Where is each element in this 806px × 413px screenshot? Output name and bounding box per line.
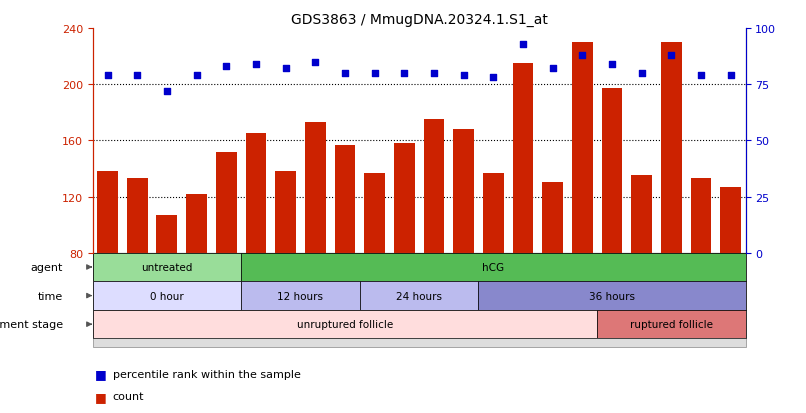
Point	[309, 59, 322, 66]
Bar	[359, 282, 479, 310]
Bar	[98, 172, 118, 253]
Text: unruptured follicle: unruptured follicle	[297, 319, 393, 330]
Text: 24 hours: 24 hours	[396, 291, 442, 301]
Title: GDS3863 / MmugDNA.20324.1.S1_at: GDS3863 / MmugDNA.20324.1.S1_at	[291, 12, 547, 26]
Bar	[364, 173, 385, 253]
Point	[695, 73, 708, 79]
Point	[101, 73, 114, 79]
Bar	[275, 172, 296, 253]
Point	[665, 52, 678, 59]
Text: development stage: development stage	[0, 319, 63, 330]
Bar	[246, 134, 266, 253]
Bar	[241, 282, 359, 310]
Point	[725, 73, 737, 79]
Bar	[93, 253, 746, 347]
Bar	[186, 194, 207, 253]
Text: ruptured follicle: ruptured follicle	[629, 319, 713, 330]
Bar	[156, 215, 177, 253]
Point	[546, 66, 559, 73]
Bar	[305, 123, 326, 253]
Bar	[479, 282, 746, 310]
Text: untreated: untreated	[141, 262, 193, 272]
Point	[427, 71, 440, 77]
Bar	[572, 43, 592, 253]
Text: time: time	[38, 291, 63, 301]
Text: agent: agent	[31, 262, 63, 272]
Text: 0 hour: 0 hour	[150, 291, 184, 301]
Bar	[631, 176, 652, 253]
Point	[220, 64, 233, 70]
Point	[487, 75, 500, 81]
Point	[605, 62, 618, 68]
Bar	[691, 179, 712, 253]
Point	[339, 71, 351, 77]
Point	[635, 71, 648, 77]
Text: 12 hours: 12 hours	[277, 291, 323, 301]
Text: ■: ■	[95, 390, 107, 403]
Bar	[394, 144, 414, 253]
Point	[576, 52, 589, 59]
Text: ■: ■	[95, 367, 107, 380]
Bar	[424, 120, 444, 253]
Point	[457, 73, 470, 79]
Bar	[93, 282, 241, 310]
Point	[250, 62, 263, 68]
Bar	[597, 310, 746, 339]
Bar	[513, 64, 534, 253]
Bar	[721, 187, 741, 253]
Point	[160, 88, 173, 95]
Point	[190, 73, 203, 79]
Point	[279, 66, 292, 73]
Text: count: count	[113, 392, 144, 401]
Bar	[542, 183, 563, 253]
Point	[398, 71, 411, 77]
Bar	[601, 89, 622, 253]
Bar	[453, 130, 474, 253]
Text: 36 hours: 36 hours	[589, 291, 635, 301]
Point	[368, 71, 381, 77]
Bar	[483, 173, 504, 253]
Bar	[93, 253, 241, 282]
Point	[517, 41, 530, 48]
Text: hCG: hCG	[482, 262, 505, 272]
Bar	[661, 43, 682, 253]
Point	[131, 73, 143, 79]
Bar	[241, 253, 746, 282]
Text: percentile rank within the sample: percentile rank within the sample	[113, 369, 301, 379]
Bar	[216, 152, 237, 253]
Bar	[93, 310, 597, 339]
Bar	[127, 179, 147, 253]
Bar	[334, 145, 355, 253]
